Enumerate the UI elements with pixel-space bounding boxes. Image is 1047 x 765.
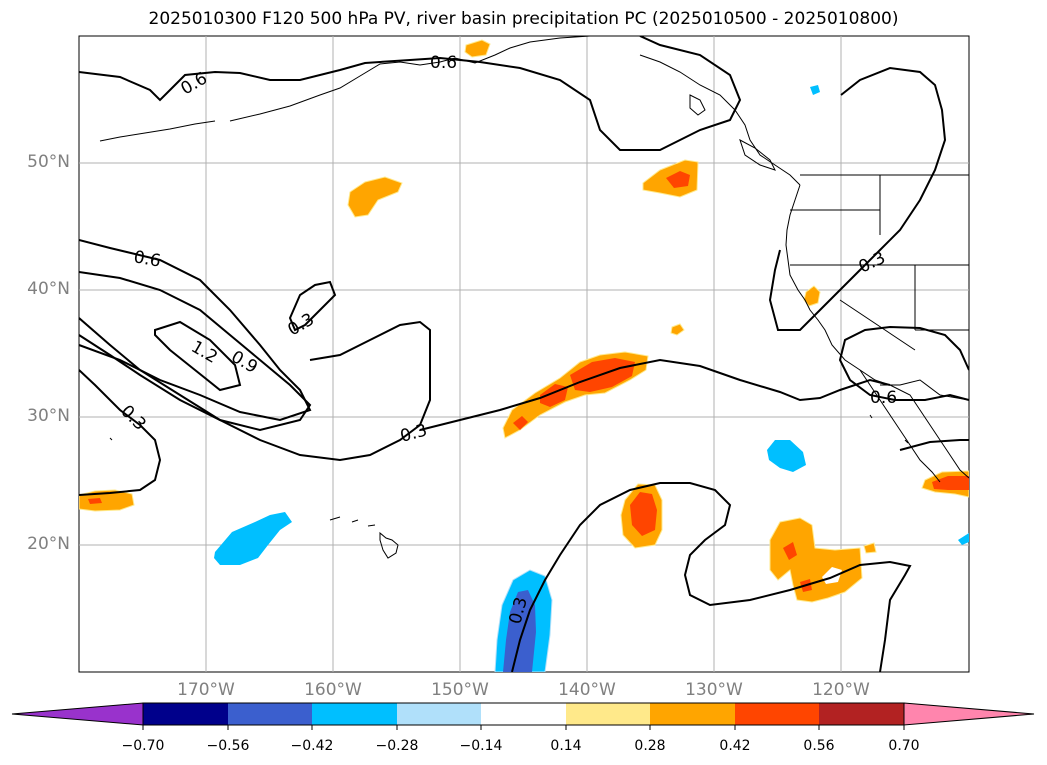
lon-label-140w: 140°W bbox=[558, 680, 616, 700]
coast-west-us bbox=[785, 184, 969, 479]
pv-contour-0-6-baja bbox=[899, 439, 969, 451]
map-title: 2025010300 F120 500 hPa PV, river basin … bbox=[148, 9, 899, 29]
precip-patch-california bbox=[803, 285, 821, 307]
coast-hawaii bbox=[329, 516, 399, 559]
lon-label-120w: 120°W bbox=[812, 680, 870, 700]
coast-small-islands bbox=[109, 414, 909, 444]
contour-label: 0.6 bbox=[132, 247, 162, 271]
colorbar-tick-label: 0.42 bbox=[719, 738, 751, 754]
colorbar-tick-label: −0.14 bbox=[459, 738, 503, 754]
precip-patch-mexico-offshore-small bbox=[863, 542, 877, 554]
coast-baja bbox=[859, 369, 941, 483]
pv-contour-0-3-closed bbox=[288, 280, 337, 332]
precip-patch-central-pacific-core bbox=[630, 492, 657, 536]
colorbar-bin bbox=[228, 703, 312, 725]
lat-label-50n: 50°N bbox=[27, 152, 70, 172]
coastlines bbox=[99, 36, 969, 559]
pv-contour-0-6-alaska bbox=[79, 36, 742, 151]
pv-contour-0-3-southern bbox=[511, 482, 912, 672]
precip-negative-band-tropical-core bbox=[503, 590, 536, 672]
pv-contour-0-6-mexico bbox=[838, 325, 969, 401]
colorbar-bin bbox=[143, 703, 228, 725]
precip-negative-patch-baja-coast bbox=[958, 533, 969, 545]
coast-vancouver-island bbox=[739, 138, 776, 171]
pv-contour-0-6-mid bbox=[79, 239, 312, 422]
precip-patch-mexico-offshore-core-1 bbox=[783, 542, 797, 560]
precip-negative-patch-central bbox=[767, 440, 806, 472]
colorbar-tick-label: −0.42 bbox=[290, 738, 334, 754]
lat-label-20n: 20°N bbox=[27, 534, 70, 554]
precip-patch-baja-small bbox=[670, 323, 685, 336]
precip-patch-mexico-offshore bbox=[769, 517, 863, 603]
pv-contour-1-2 bbox=[154, 320, 242, 392]
coast-aleutians bbox=[99, 120, 216, 142]
colorbar bbox=[11, 702, 1035, 730]
pv-contour-0-3-long bbox=[79, 369, 162, 496]
coast-haida-gwaii bbox=[689, 94, 706, 116]
coast-alaska bbox=[229, 36, 591, 122]
precip-patch-subtropical-core-3 bbox=[513, 416, 528, 430]
lat-label-30n: 30°N bbox=[27, 406, 70, 426]
colorbar-extend-above bbox=[903, 702, 1035, 726]
colorbar-bin bbox=[312, 703, 397, 725]
pv-contour-0-3-subtropical bbox=[419, 358, 891, 431]
contour-label: 0.6 bbox=[870, 388, 897, 408]
colorbar-tick-label: −0.28 bbox=[375, 738, 419, 754]
pv-contour-0-3-main bbox=[79, 317, 431, 462]
colorbar-tick-label: −0.56 bbox=[206, 738, 250, 754]
precip-shading bbox=[79, 39, 969, 672]
lat-label-40n: 40°N bbox=[27, 279, 70, 299]
precip-negative-patch-alaska bbox=[810, 85, 820, 95]
pv-contour-0-9 bbox=[79, 271, 312, 432]
colorbar-bin bbox=[566, 703, 650, 725]
colorbar-bin bbox=[650, 703, 735, 725]
contour-label: 0.6 bbox=[430, 53, 457, 73]
colorbar-bin bbox=[397, 703, 481, 725]
precip-patch-ne-pacific-core bbox=[666, 171, 690, 188]
colorbar-tick-label: 0.28 bbox=[634, 738, 666, 754]
precip-patch-dateline bbox=[79, 489, 135, 512]
colorbar-extend-below bbox=[11, 702, 144, 726]
colorbar-bin bbox=[819, 703, 904, 725]
colorbar-ticks bbox=[142, 725, 905, 730]
precip-negative-patch-west bbox=[214, 512, 292, 565]
pv-contour-0-3-west-coast bbox=[768, 66, 947, 331]
colorbar-tick-label: 0.14 bbox=[550, 738, 582, 754]
precip-patch-baja-south-core bbox=[932, 476, 969, 490]
lon-label-170w: 170°W bbox=[177, 680, 235, 700]
precip-patch-north-pacific bbox=[347, 176, 403, 218]
lon-label-130w: 130°W bbox=[685, 680, 743, 700]
colorbar-tick-label: 0.56 bbox=[803, 738, 835, 754]
lon-label-160w: 160°W bbox=[304, 680, 362, 700]
precip-patch-gulf-alaska bbox=[464, 39, 491, 58]
colorbar-outline bbox=[142, 702, 905, 726]
colorbar-bin bbox=[481, 703, 566, 725]
colorbar-tick-label: −0.70 bbox=[121, 738, 165, 754]
precip-patch-dateline-core bbox=[88, 498, 102, 504]
pv-contours bbox=[79, 36, 969, 672]
colorbar-bin bbox=[735, 703, 819, 725]
coast-alaska-panhandle bbox=[639, 54, 801, 186]
border-us-mexico bbox=[880, 379, 969, 401]
lon-label-150w: 150°W bbox=[431, 680, 489, 700]
colorbar-tick-label: 0.70 bbox=[888, 738, 920, 754]
border-states-west bbox=[790, 175, 969, 351]
